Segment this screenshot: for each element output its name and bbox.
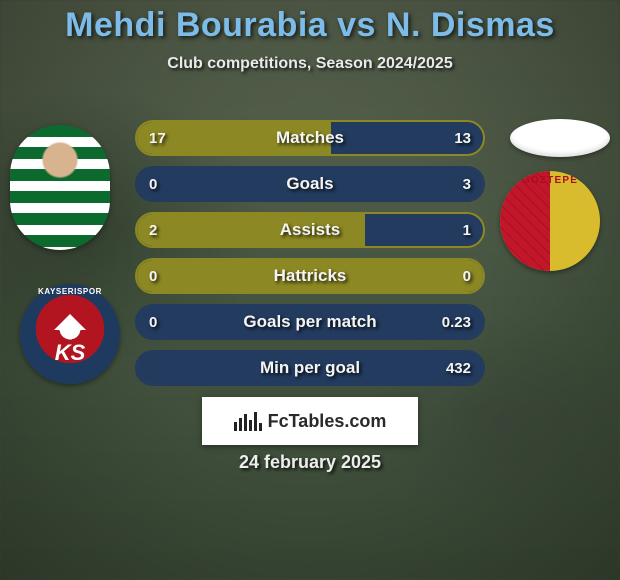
stat-row: 21Assists <box>135 212 485 248</box>
stat-fill-right <box>137 352 483 384</box>
brand-text: FcTables.com <box>268 411 387 432</box>
stat-fill-right <box>137 260 483 292</box>
infographic-container: Mehdi Bourabia vs N. Dismas Club competi… <box>0 0 620 580</box>
stat-value-right: 0.23 <box>430 306 483 338</box>
club-badge-left: KAYSERISPOR KS <box>20 284 120 384</box>
stat-row: 00.23Goals per match <box>135 304 485 340</box>
stat-fill-left <box>137 214 365 246</box>
stat-row: 00Hattricks <box>135 258 485 294</box>
stat-value-left: 0 <box>137 260 169 292</box>
stat-row: 432Min per goal <box>135 350 485 386</box>
stat-value-right: 13 <box>442 122 483 154</box>
player-left-avatar-art <box>10 125 110 250</box>
player-right-avatar <box>510 119 610 157</box>
club-badge-right-half <box>500 171 550 271</box>
stat-value-left: 17 <box>137 122 178 154</box>
page-subtitle: Club competitions, Season 2024/2025 <box>0 55 620 73</box>
club-badge-left-label: KAYSERISPOR <box>20 287 120 296</box>
player-left-avatar <box>10 125 110 250</box>
brand-bars-icon <box>234 411 262 431</box>
stats-chart: 1713Matches03Goals21Assists00Hattricks00… <box>135 120 485 396</box>
stat-value-right: 1 <box>451 214 483 246</box>
stat-row: 03Goals <box>135 166 485 202</box>
stat-value-right: 3 <box>451 168 483 200</box>
stat-value-left: 0 <box>137 306 169 338</box>
page-title: Mehdi Bourabia vs N. Dismas <box>0 0 620 45</box>
club-badge-left-main: KS <box>20 340 120 366</box>
stat-row: 1713Matches <box>135 120 485 156</box>
date-caption: 24 february 2025 <box>0 452 620 473</box>
stat-value-left <box>137 352 161 384</box>
stat-value-right: 0 <box>451 260 483 292</box>
stat-fill-right <box>137 168 483 200</box>
mountain-icon <box>54 314 86 330</box>
stat-value-right: 432 <box>434 352 483 384</box>
club-badge-right: GÖZTEPE <box>500 171 600 271</box>
brand-watermark: FcTables.com <box>202 397 418 445</box>
stat-value-left: 0 <box>137 168 169 200</box>
club-badge-right-label: GÖZTEPE <box>500 175 600 186</box>
stat-value-left: 2 <box>137 214 169 246</box>
